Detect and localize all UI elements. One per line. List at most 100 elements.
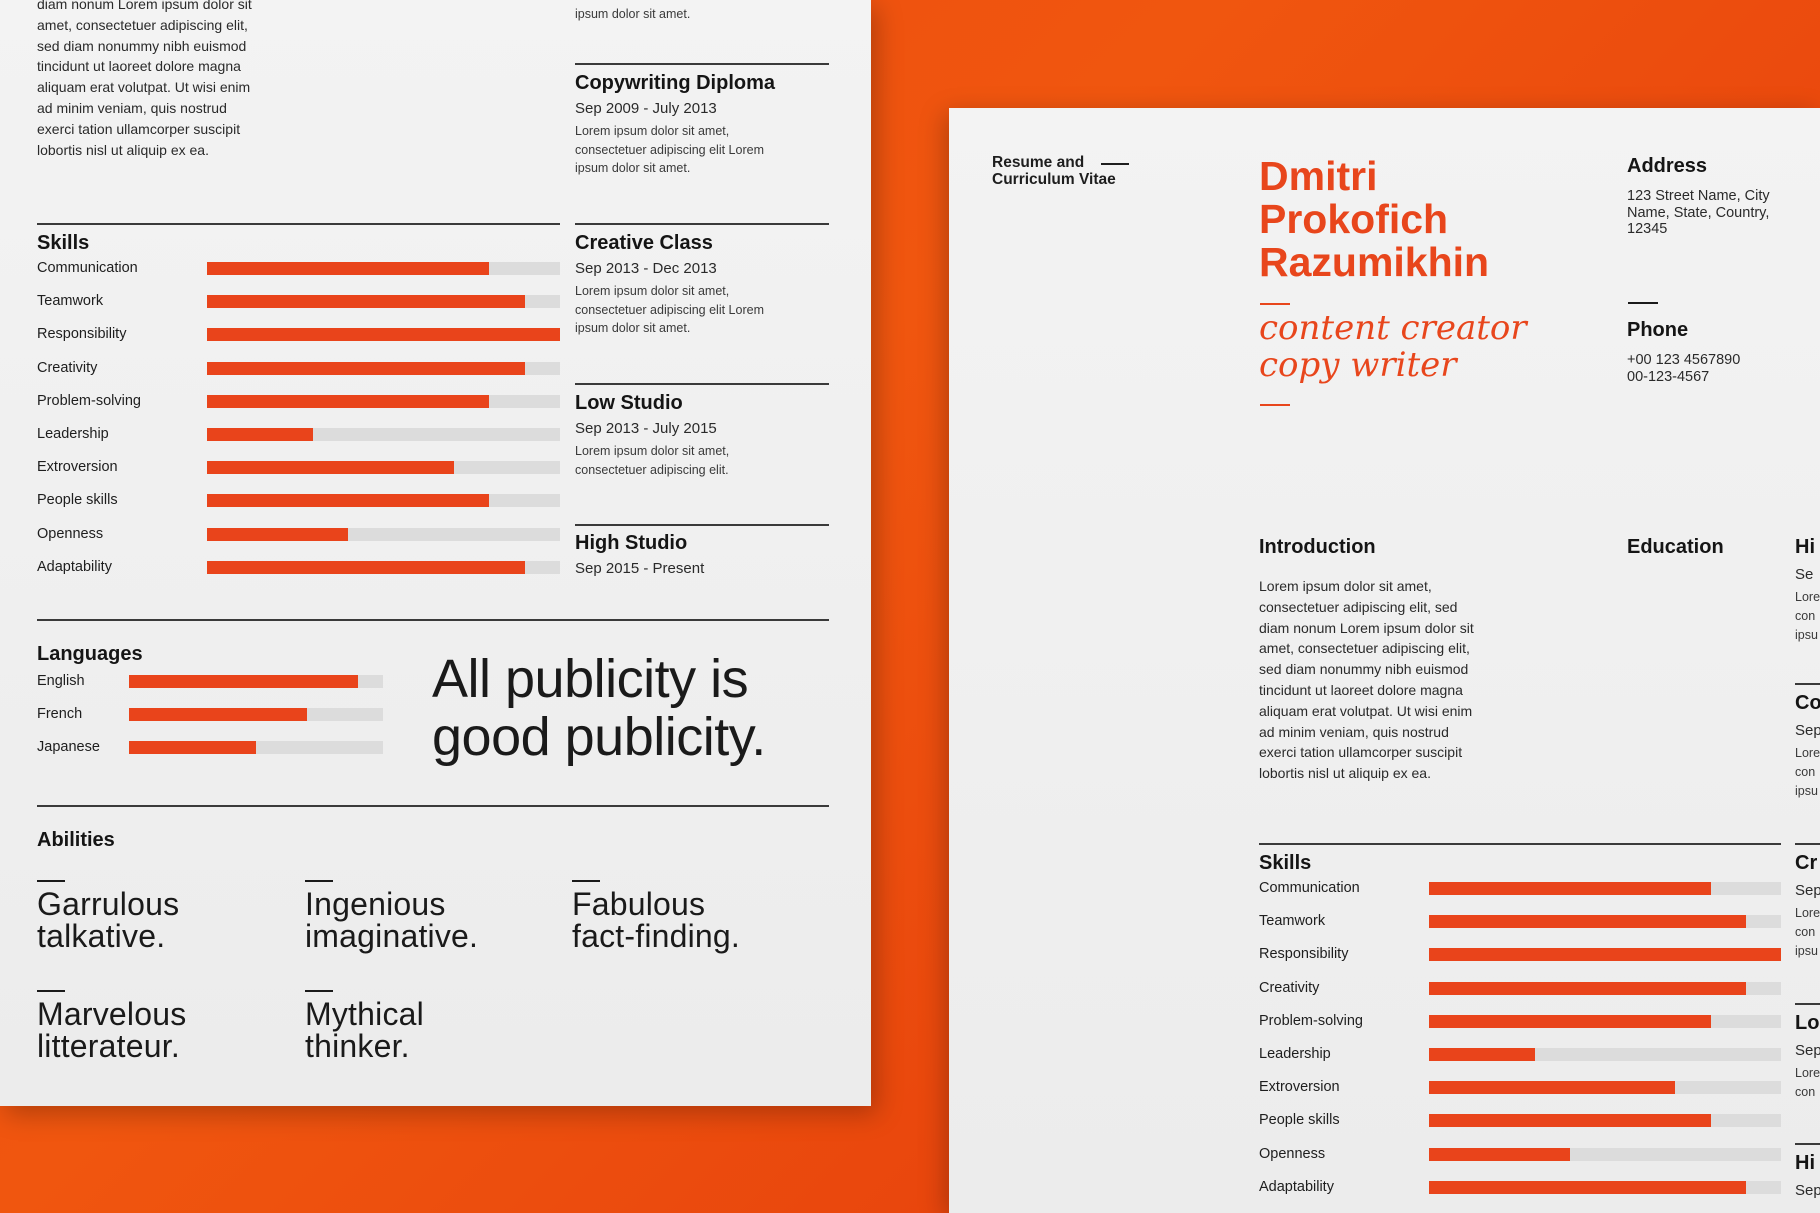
education-date: Sep 2015 - Present	[575, 560, 705, 577]
name-line: Prokofich	[1259, 196, 1449, 242]
education-item: High Studio Sep 2015 - Present	[575, 532, 835, 577]
address-line: Name, State, Country,	[1627, 204, 1770, 221]
text-line: ipsum dolor sit amet.	[575, 321, 691, 335]
skill-bar-track	[1429, 948, 1781, 962]
clipped-text: ipsu	[1795, 628, 1818, 642]
skill-label: Responsibility	[1259, 946, 1349, 963]
education-date: Sep 2009 - July 2013	[575, 100, 717, 117]
education-item: Creative Class Sep 2013 - Dec 2013 Lorem…	[575, 232, 835, 338]
ability-item: Mythical thinker.	[305, 990, 424, 1062]
skill-bar-track	[129, 741, 383, 755]
address-heading: Address	[1627, 155, 1708, 177]
divider	[37, 805, 829, 807]
skill-label: Japanese	[37, 739, 100, 756]
skill-bar-fill	[1429, 915, 1746, 929]
divider	[575, 223, 829, 225]
text-line: amet, consectetuer adipiscing elit,	[1259, 640, 1470, 657]
skill-label: Creativity	[37, 359, 98, 376]
skill-bar-fill	[207, 295, 525, 309]
skill-bar-fill	[129, 741, 256, 755]
text-line: consectetuer adipiscing elit Lorem	[575, 302, 764, 317]
skill-bar-fill	[207, 328, 560, 342]
skill-label: Responsibility	[37, 326, 127, 343]
text-line: consectetuer adipiscing elit.	[575, 462, 729, 477]
phone-block: +00 123 4567890 00-123-4567	[1627, 352, 1740, 385]
skill-label: People skills	[1259, 1112, 1340, 1129]
skill-bar-track	[1429, 1014, 1781, 1028]
skill-bar-track	[1429, 1180, 1781, 1194]
languages-heading: Languages	[37, 643, 143, 665]
text-line: Lorem ipsum dolor sit amet,	[575, 284, 730, 298]
skill-label: Adaptability	[1259, 1178, 1334, 1195]
text-line: ipsum dolor sit amet.	[575, 161, 691, 175]
divider	[1795, 1143, 1820, 1145]
text-line: tincidunt ut laoreet dolore magna	[37, 58, 241, 75]
skill-bar-fill	[1429, 1147, 1570, 1161]
clipped-text: Lore	[1795, 906, 1820, 920]
skill-label: Communication	[1259, 880, 1360, 896]
education-title: Low Studio	[575, 392, 683, 414]
clipped-text: Hi	[1795, 536, 1815, 558]
clipped-education-column: Hi Se Lore con ipsu Co Sep Lore con ipsu…	[1795, 108, 1820, 1213]
education-title: Creative Class	[575, 232, 713, 254]
skill-bar-track	[207, 494, 560, 508]
dash	[305, 990, 333, 992]
clipped-text: ipsum dolor sit amet.	[575, 7, 691, 21]
skill-bar-fill	[1429, 1014, 1711, 1028]
candidate-name: Dmitri Prokofich Razumikhin	[1259, 155, 1489, 284]
ability-line: thinker.	[305, 1028, 410, 1064]
candidate-role: content creator copy writer	[1259, 310, 1527, 384]
resume-sheet-right: Resume and Curriculum Vitae Dmitri Proko…	[949, 108, 1820, 1213]
label-line: Resume and	[992, 154, 1085, 171]
clipped-text: con	[1795, 925, 1816, 939]
skill-bar-fill	[129, 675, 358, 688]
name-line: Razumikhin	[1259, 239, 1490, 285]
role-line: copy writer	[1259, 345, 1457, 385]
clipped-text: Lore	[1795, 590, 1820, 604]
skill-bar-track	[129, 675, 383, 688]
clipped-text: Hi	[1795, 1152, 1815, 1174]
ability-item: Ingenious imaginative.	[305, 880, 478, 952]
text-line: tincidunt ut laoreet dolore magna	[1259, 681, 1463, 698]
accent-dash	[1260, 303, 1290, 305]
intro-paragraph: diam nonum Lorem ipsum dolor sit amet, c…	[37, 0, 307, 160]
skill-bar-track	[1429, 1081, 1781, 1095]
ability-item: Fabulous fact-finding.	[572, 880, 740, 952]
clipped-text: Cr	[1795, 852, 1818, 874]
text-line: diam nonum Lorem ipsum dolor sit	[1259, 619, 1474, 636]
name-line: Dmitri	[1259, 153, 1378, 199]
text-line: Lorem ipsum dolor sit amet,	[575, 444, 730, 458]
skill-bar-track	[129, 708, 383, 722]
clipped-text: Sep	[1795, 882, 1820, 899]
text-line: sed diam nonummy nibh euismod	[1259, 661, 1469, 678]
skill-bar-fill	[1429, 1114, 1711, 1128]
dash	[37, 880, 65, 882]
introduction-heading: Introduction	[1259, 536, 1376, 558]
skill-bar-fill	[207, 560, 525, 574]
education-date: Sep 2013 - July 2015	[575, 420, 717, 437]
skill-bar-track	[207, 361, 560, 375]
skill-label: Creativity	[1259, 979, 1320, 996]
divider-dash	[1628, 302, 1658, 304]
ability-line: imaginative.	[305, 918, 479, 954]
ability-line: Fabulous	[572, 886, 706, 922]
text-line: ad minim veniam, quis nostrud	[1259, 723, 1449, 740]
skills-heading: Skills	[1259, 852, 1312, 874]
skill-bar-fill	[207, 361, 525, 375]
clipped-text: Sep	[1795, 1182, 1820, 1199]
accent-dash	[1260, 404, 1290, 406]
ability-item: Marvelous litterateur.	[37, 990, 186, 1062]
skill-bar-track	[207, 262, 560, 275]
phone-heading: Phone	[1627, 319, 1689, 341]
education-title: Copywriting Diploma	[575, 72, 775, 94]
divider	[1259, 843, 1781, 845]
address-line: 12345	[1627, 221, 1668, 237]
ability-line: Garrulous	[37, 886, 180, 922]
quote-line: good publicity.	[432, 707, 766, 767]
clipped-text: Co	[1795, 692, 1820, 714]
skill-label: Teamwork	[37, 293, 104, 310]
skill-bar-track	[1429, 915, 1781, 929]
skill-label: Adaptability	[37, 558, 112, 575]
clipped-text: con	[1795, 765, 1816, 779]
skill-bar-track	[207, 527, 560, 541]
